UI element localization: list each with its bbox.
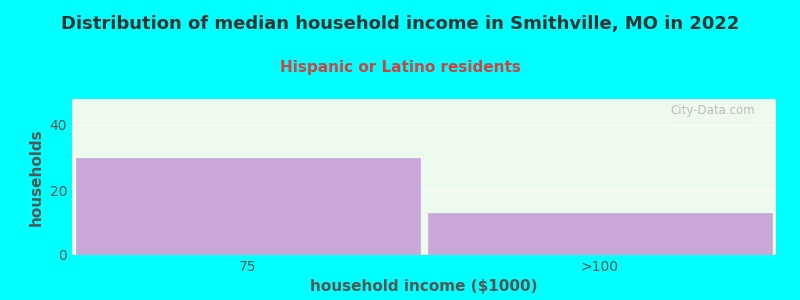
Text: City-Data.com: City-Data.com: [670, 104, 755, 117]
Bar: [75, 158, 421, 255]
Text: Distribution of median household income in Smithville, MO in 2022: Distribution of median household income …: [61, 15, 739, 33]
Y-axis label: households: households: [29, 128, 44, 226]
X-axis label: household income ($1000): household income ($1000): [310, 279, 538, 294]
Bar: [427, 213, 773, 255]
Text: Hispanic or Latino residents: Hispanic or Latino residents: [279, 60, 521, 75]
